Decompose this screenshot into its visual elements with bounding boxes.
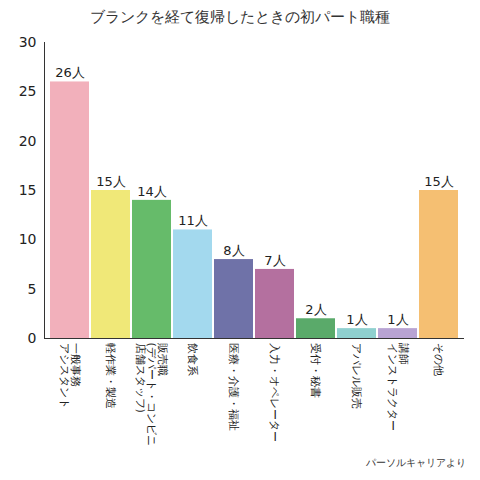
svg-text:アパレル販売: アパレル販売 (350, 343, 363, 409)
svg-text:軽作業・製造: 軽作業・製造 (104, 343, 117, 409)
svg-text:医療・介護・福祉: 医療・介護・福祉 (227, 343, 240, 431)
svg-text:1人: 1人 (346, 312, 367, 327)
svg-text:30: 30 (19, 34, 37, 50)
svg-text:14人: 14人 (137, 184, 167, 199)
svg-text:入力・オペレーター: 入力・オペレーター (268, 343, 281, 442)
svg-text:講師インストラクター: 講師インストラクター (386, 343, 410, 431)
svg-text:受付・秘書: 受付・秘書 (309, 343, 322, 398)
svg-text:5: 5 (28, 281, 37, 297)
svg-text:11人: 11人 (178, 213, 208, 228)
html-text:パーソルキャリアより: パーソルキャリアより (366, 457, 466, 468)
svg-text:8人: 8人 (223, 243, 244, 258)
svg-text:0: 0 (28, 330, 37, 346)
svg-text:その他: その他 (432, 343, 445, 376)
svg-text:10: 10 (19, 231, 37, 247)
svg-text:15人: 15人 (424, 174, 454, 189)
svg-text:2人: 2人 (305, 302, 326, 317)
svg-text:一般事務アシスタント: 一般事務アシスタント (58, 343, 82, 409)
svg-text:飲食系: 飲食系 (186, 343, 199, 376)
svg-text:26人: 26人 (55, 65, 85, 80)
svg-text:販売職(デパート・コンビニ店舗スタッフ): 販売職(デパート・コンビニ店舗スタッフ) (134, 343, 169, 446)
svg-text:7人: 7人 (264, 253, 285, 268)
svg-text:20: 20 (19, 133, 37, 149)
svg-text:15人: 15人 (96, 174, 126, 189)
html-text:ブランクを経て復帰したときの初パート職種: ブランクを経て復帰したときの初パート職種 (90, 8, 390, 26)
svg-text:15: 15 (19, 182, 37, 198)
svg-text:25: 25 (19, 83, 37, 99)
svg-text:1人: 1人 (387, 312, 408, 327)
